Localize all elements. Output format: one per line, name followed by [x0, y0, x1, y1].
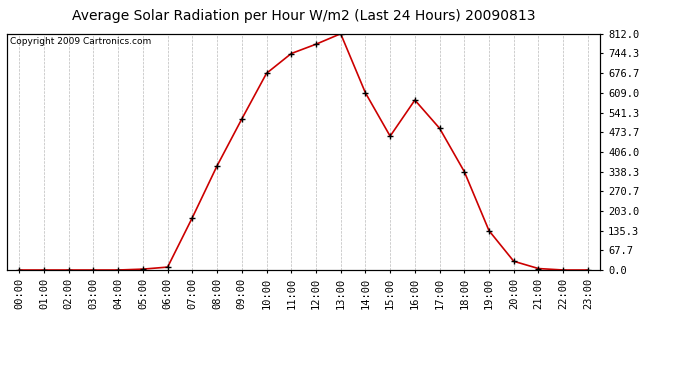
Text: Copyright 2009 Cartronics.com: Copyright 2009 Cartronics.com: [10, 37, 151, 46]
Text: Average Solar Radiation per Hour W/m2 (Last 24 Hours) 20090813: Average Solar Radiation per Hour W/m2 (L…: [72, 9, 535, 23]
